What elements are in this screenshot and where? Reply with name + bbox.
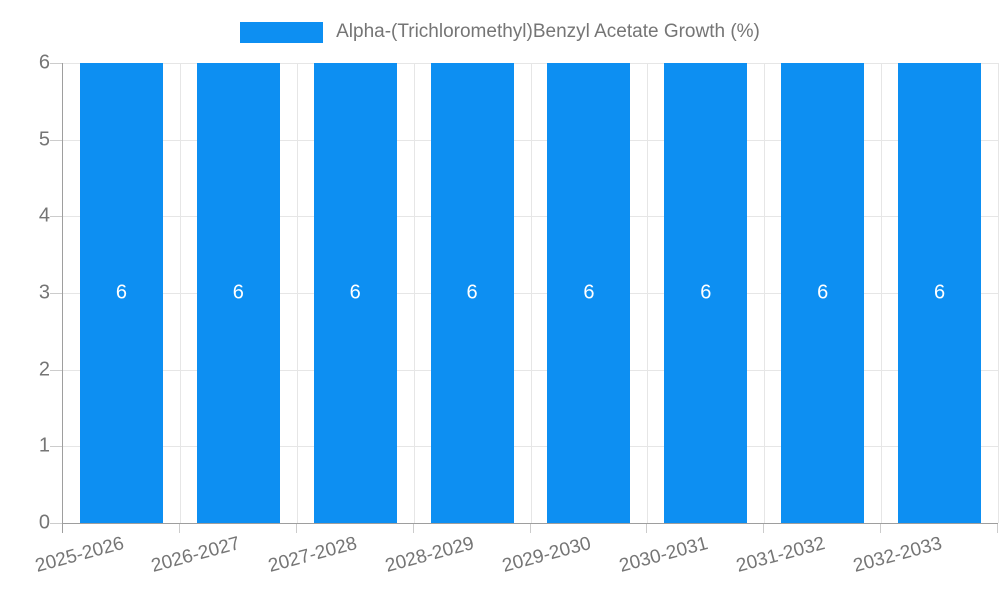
bar[interactable]: 6 — [664, 63, 748, 523]
x-tick-mark — [880, 524, 882, 533]
x-tick-label: 2025-2026 — [32, 533, 126, 577]
legend-item[interactable]: Alpha-(Trichloromethyl)Benzyl Acetate Gr… — [0, 20, 1000, 44]
y-axis-ticks — [50, 63, 62, 524]
x-tick-mark — [412, 524, 414, 533]
y-axis-line-extension — [62, 524, 63, 533]
category-boundary-gridline — [296, 63, 298, 523]
x-tick-label: 2030-2031 — [617, 533, 711, 577]
x-tick-mark — [646, 524, 648, 533]
x-tick-mark — [295, 524, 297, 533]
x-axis-ticks — [62, 524, 998, 533]
y-tick-label: 5 — [38, 128, 50, 151]
y-axis: 0 1 2 3 4 5 6 — [0, 52, 50, 534]
bar[interactable]: 6 — [196, 63, 280, 523]
category-boundary-gridline — [998, 63, 999, 523]
bar-value-label: 6 — [817, 281, 829, 304]
y-tick-mark — [50, 293, 62, 294]
y-tick-mark — [50, 63, 62, 64]
y-tick-mark — [50, 139, 62, 141]
plot-area: 6 6 6 6 6 6 6 6 — [62, 63, 999, 524]
bar-value-label: 6 — [232, 281, 244, 304]
bar-value-label: 6 — [700, 281, 712, 304]
bar[interactable]: 6 — [313, 63, 397, 523]
y-tick-mark — [50, 446, 62, 448]
y-tick-label: 6 — [38, 51, 50, 74]
bar-value-label: 6 — [466, 281, 478, 304]
x-tick-mark — [763, 524, 765, 533]
y-tick-mark — [50, 216, 62, 218]
y-tick-label: 0 — [38, 511, 50, 534]
x-tick-mark — [529, 524, 531, 533]
x-axis: 2025-2026 2026-2027 2027-2028 2028-2029 2029… — [33, 524, 997, 594]
category-boundary-gridline — [530, 63, 532, 523]
bar[interactable]: 6 — [898, 63, 982, 523]
x-tick-label: 2032-2033 — [850, 533, 944, 577]
legend-label: Alpha-(Trichloromethyl)Benzyl Acetate Gr… — [336, 21, 760, 42]
x-tick-mark — [997, 524, 998, 533]
bar[interactable]: 6 — [781, 63, 865, 523]
bar-value-label: 6 — [115, 281, 127, 304]
bar[interactable]: 6 — [547, 63, 631, 523]
category-boundary-gridline — [881, 63, 883, 523]
y-tick-label: 3 — [38, 281, 50, 304]
bar-value-label: 6 — [349, 281, 361, 304]
x-tick-label: 2031-2032 — [733, 533, 828, 577]
x-tick-label: 2027-2028 — [266, 533, 360, 577]
legend-swatch — [240, 21, 324, 43]
bar-value-label: 6 — [933, 281, 946, 304]
y-tick-mark — [50, 523, 62, 524]
x-tick-label: 2028-2029 — [383, 533, 477, 577]
category-boundary-gridline — [179, 63, 181, 523]
y-tick-label: 4 — [38, 204, 50, 227]
y-tick-mark — [50, 369, 62, 371]
bar[interactable]: 6 — [79, 63, 163, 523]
x-tick-label: 2029-2030 — [500, 533, 594, 577]
x-tick-mark — [178, 524, 180, 533]
category-boundary-gridline — [764, 63, 766, 523]
x-tick-label: 2026-2027 — [149, 533, 243, 577]
category-boundary-gridline — [647, 63, 649, 523]
y-tick-label: 1 — [38, 434, 50, 457]
bar-value-label: 6 — [583, 281, 595, 304]
y-tick-label: 2 — [38, 358, 50, 381]
bar[interactable]: 6 — [430, 63, 514, 523]
category-boundary-gridline — [413, 63, 415, 523]
